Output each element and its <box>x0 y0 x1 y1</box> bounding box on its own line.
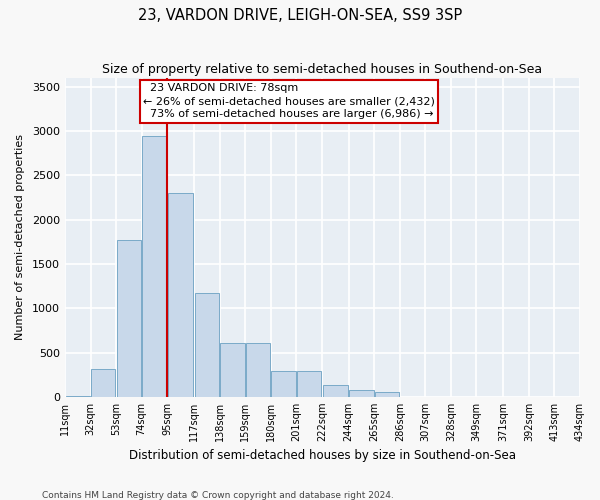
Bar <box>91 370 115 397</box>
Bar <box>323 386 348 397</box>
Bar <box>375 392 399 397</box>
Bar <box>246 343 270 397</box>
Bar <box>142 136 167 397</box>
Bar <box>297 371 321 397</box>
Bar <box>194 293 219 397</box>
Bar <box>168 193 193 397</box>
X-axis label: Distribution of semi-detached houses by size in Southend-on-Sea: Distribution of semi-detached houses by … <box>129 450 516 462</box>
Y-axis label: Number of semi-detached properties: Number of semi-detached properties <box>15 134 25 340</box>
Bar <box>271 371 296 397</box>
Bar <box>349 390 374 397</box>
Bar <box>117 240 141 397</box>
Bar <box>220 343 245 397</box>
Text: 23 VARDON DRIVE: 78sqm
← 26% of semi-detached houses are smaller (2,432)
  73% o: 23 VARDON DRIVE: 78sqm ← 26% of semi-det… <box>143 83 435 120</box>
Title: Size of property relative to semi-detached houses in Southend-on-Sea: Size of property relative to semi-detach… <box>103 62 542 76</box>
Text: Contains HM Land Registry data © Crown copyright and database right 2024.: Contains HM Land Registry data © Crown c… <box>42 490 394 500</box>
Text: 23, VARDON DRIVE, LEIGH-ON-SEA, SS9 3SP: 23, VARDON DRIVE, LEIGH-ON-SEA, SS9 3SP <box>138 8 462 22</box>
